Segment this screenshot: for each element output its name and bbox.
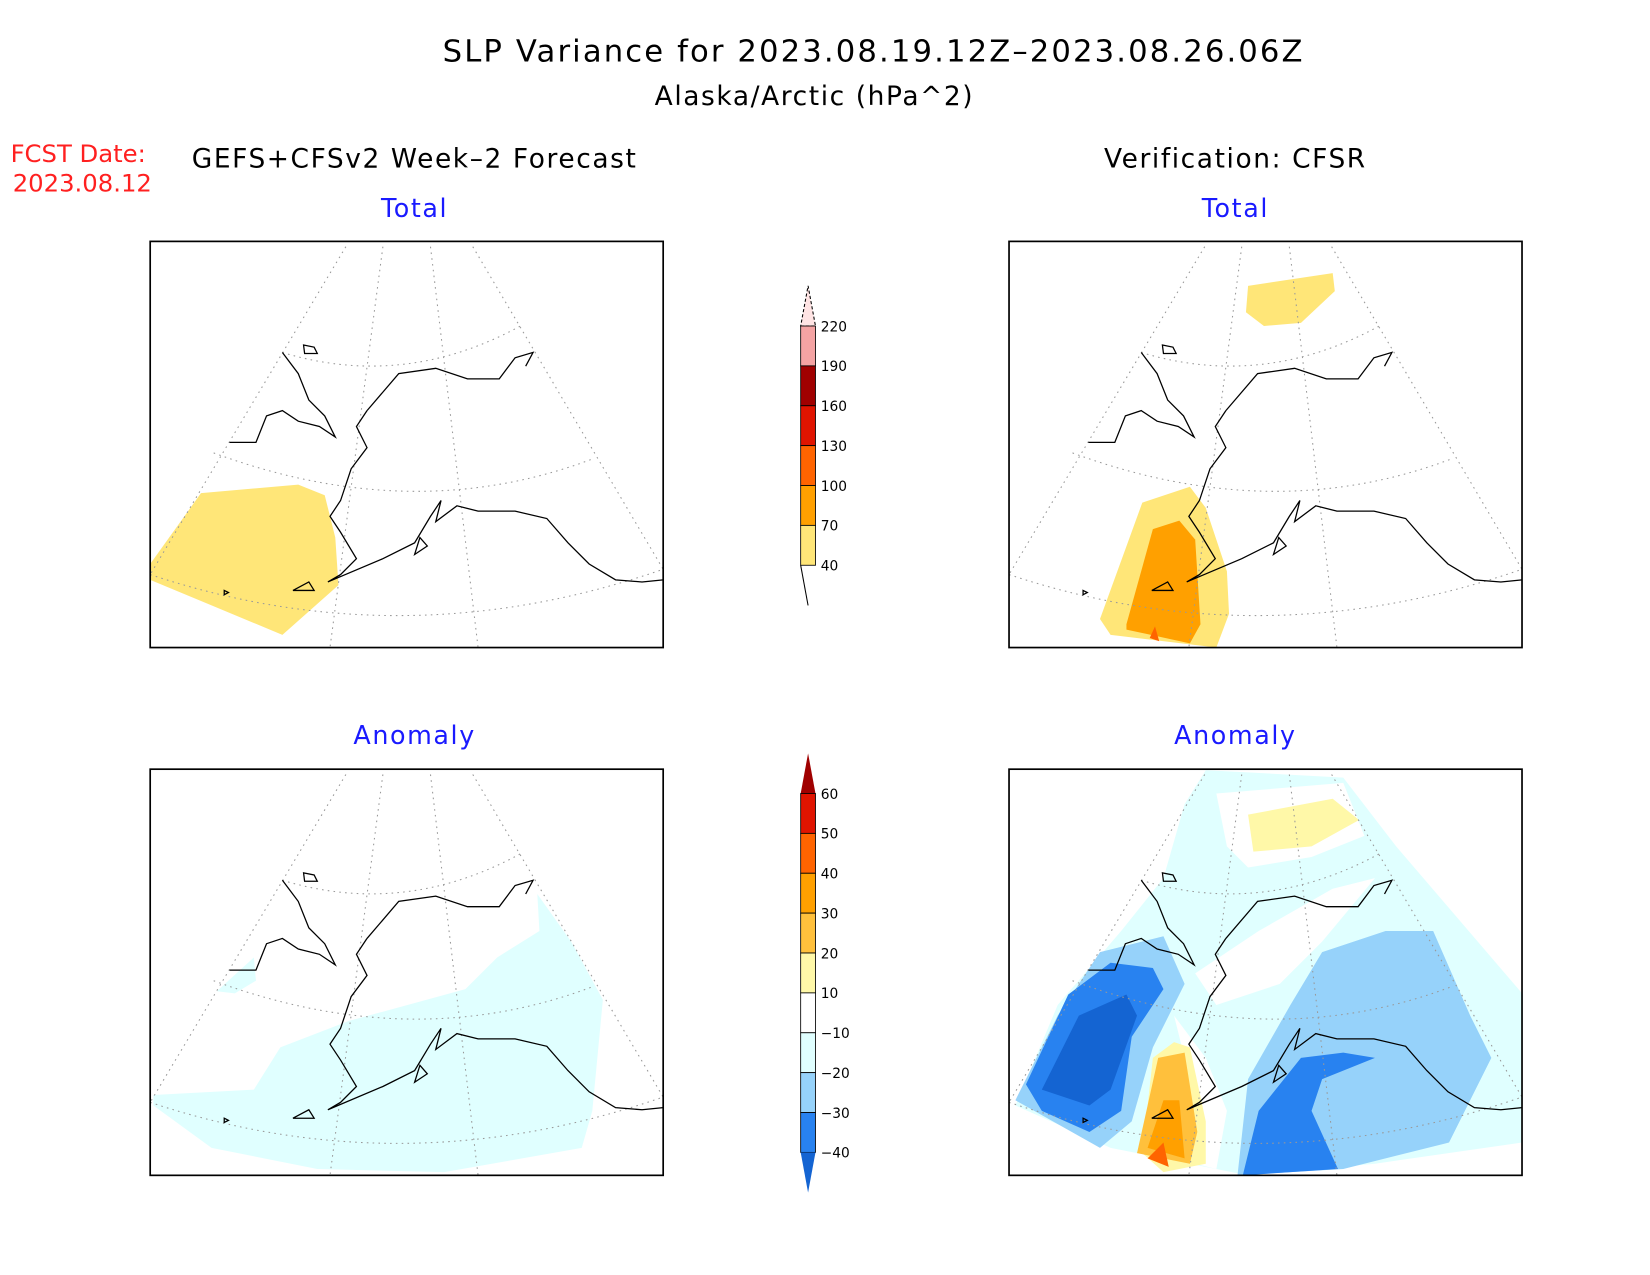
colorbar-under-triangle xyxy=(800,1152,816,1193)
fcst-date-value: 2023.08.12 xyxy=(13,169,152,198)
colorbar-tick-label: 50 xyxy=(821,827,839,843)
map-forecast-total xyxy=(149,240,665,649)
colorbar-tick-label: 20 xyxy=(821,946,839,962)
colorbar-tick-label: 100 xyxy=(821,479,847,495)
panel-title-forecast-anomaly: Anomaly xyxy=(353,720,475,750)
map-verification-anomaly xyxy=(1008,768,1524,1177)
colorbar-swatch xyxy=(800,832,816,874)
colorbar-swatch xyxy=(800,793,816,834)
contour-fill-minus10-minus20 xyxy=(216,957,256,994)
colorbar-tick-label: 220 xyxy=(821,319,847,335)
colorbar-tick-label: −20 xyxy=(821,1066,850,1082)
colorbar-total: 220 190 160 130 100 70 40 xyxy=(800,285,847,606)
contour-fill-neutral xyxy=(1195,878,1375,1006)
figure-title: SLP Variance for 2023.08.19.12Z–2023.08.… xyxy=(443,35,1305,70)
colorbar-over-triangle xyxy=(800,753,816,794)
colorbar-swatch xyxy=(800,872,816,914)
contour-fill-40-70 xyxy=(1245,273,1335,327)
colorbar-tick-label: 60 xyxy=(821,787,839,803)
verification-heading: Verification: CFSR xyxy=(1104,143,1367,174)
contour-fill-100-130 xyxy=(1149,626,1160,642)
figure-subtitle: Alaska/Arctic (hPa^2) xyxy=(655,81,975,112)
contour-fill-40-50 xyxy=(1147,1142,1169,1167)
colorbar-swatch xyxy=(800,1032,816,1074)
fcst-date-label: FCST Date: xyxy=(11,139,146,168)
contour-fill-10-20 xyxy=(1248,798,1360,852)
colorbar-anomaly: 60 50 40 30 20 10 −10 −20 −30 −40 xyxy=(800,753,850,1193)
colorbar-tick-label: −40 xyxy=(821,1146,850,1162)
panel-title-forecast-total: Total xyxy=(380,193,448,223)
colorbar-swatch xyxy=(800,1072,816,1113)
colorbar-swatch xyxy=(800,445,816,486)
colorbar-tick-label: 130 xyxy=(821,439,847,455)
colorbar-tick-label: 70 xyxy=(821,519,839,535)
colorbar-tick-label: 190 xyxy=(821,359,847,375)
colorbar-swatch xyxy=(800,524,816,566)
colorbar-tick-label: 160 xyxy=(821,399,847,415)
colorbar-swatch xyxy=(800,485,816,526)
colorbar-swatch xyxy=(800,325,816,367)
colorbar-under-tail xyxy=(800,565,809,606)
contour-fill-40-70 xyxy=(150,484,339,635)
contour-fill-below-minus40 xyxy=(1041,994,1138,1106)
map-verification-total xyxy=(1008,240,1523,649)
colorbar-swatch xyxy=(800,405,816,447)
colorbar-tick-label: 10 xyxy=(821,986,839,1002)
colorbar-swatch xyxy=(800,365,816,407)
colorbar-tick-label: 30 xyxy=(821,906,839,922)
colorbar-tick-label: 40 xyxy=(821,559,839,575)
colorbar-tick-label: −30 xyxy=(821,1106,850,1122)
colorbar-over-triangle xyxy=(800,285,817,327)
contour-fill-70-100 xyxy=(1126,520,1201,644)
contour-fill-minus30-minus40 xyxy=(1242,1052,1375,1176)
panel-title-verification-total: Total xyxy=(1201,193,1269,223)
contour-fill-30-40 xyxy=(1147,1100,1185,1159)
panel-title-verification-anomaly: Anomaly xyxy=(1174,720,1296,750)
colorbar-swatch xyxy=(800,952,816,994)
colorbar-swatch xyxy=(800,992,816,1034)
colorbar-tick-label: 40 xyxy=(821,867,839,883)
forecast-heading: GEFS+CFSv2 Week–2 Forecast xyxy=(192,143,638,174)
contour-fill-minus10-minus20 xyxy=(153,893,603,1173)
colorbar-tick-label: −10 xyxy=(821,1026,850,1042)
colorbar-swatch xyxy=(800,912,816,954)
colorbar-swatch xyxy=(800,1112,816,1153)
map-forecast-anomaly xyxy=(149,768,665,1177)
